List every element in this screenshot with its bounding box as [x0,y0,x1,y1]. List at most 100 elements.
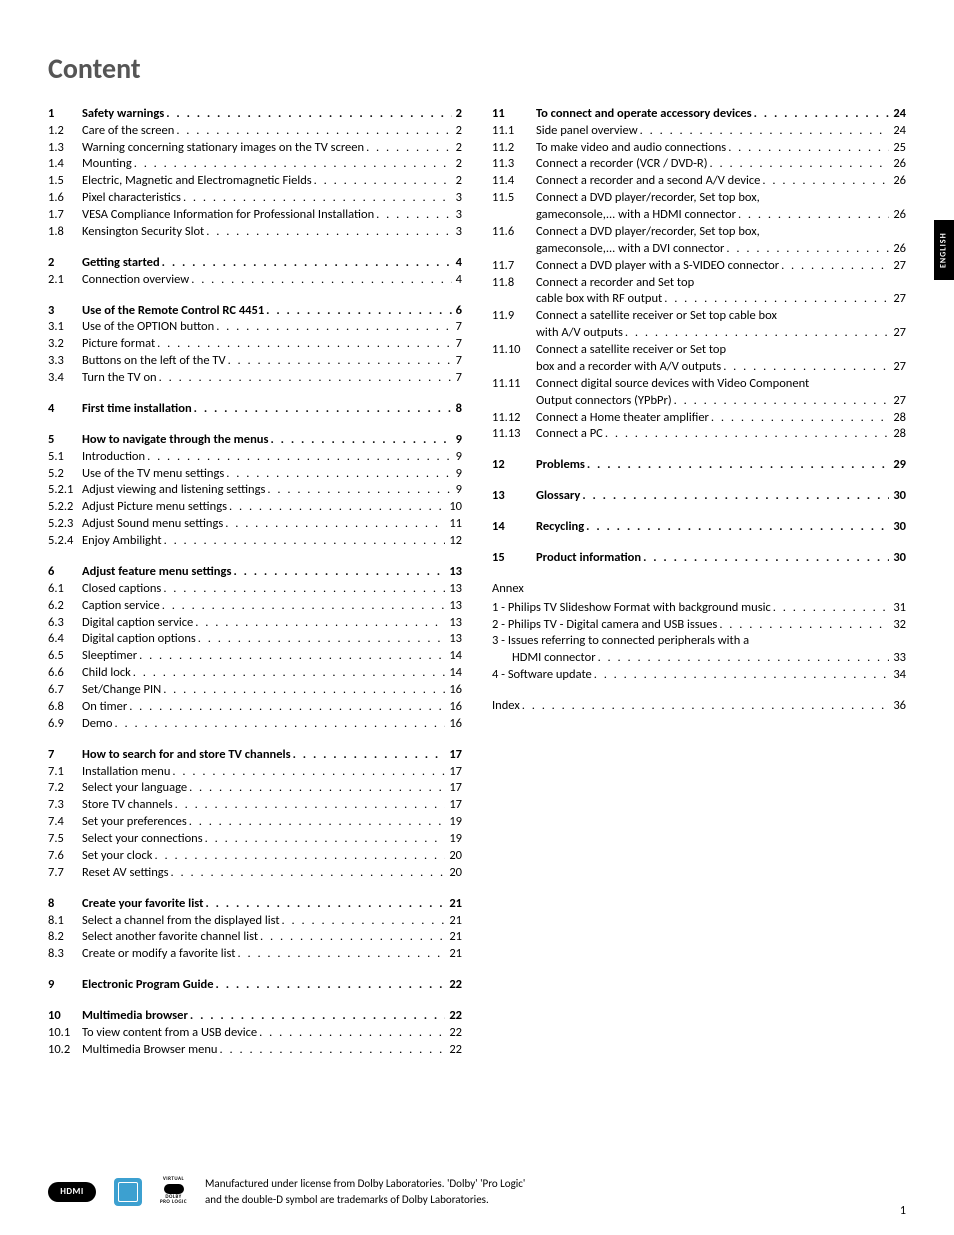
toc-label: Child lock [82,665,133,682]
toc-leader-dots [586,519,889,536]
toc-page: 2 [452,140,462,157]
toc-leader-dots [773,600,890,617]
toc-label: Glossary [536,488,582,505]
toc-label: Connect a recorder and a second A/V devi… [536,173,762,190]
toc-leader-dots [754,106,890,123]
toc-page: 27 [889,393,906,410]
toc-page: 20 [445,865,462,882]
toc-label: Connect a PC [536,426,605,443]
toc-number: 11.11 [492,376,536,393]
toc-page: 2 [452,156,462,173]
toc-page: 2 [452,106,462,123]
toc-number: 6.5 [48,648,82,665]
toc-section: 15Product information30 [492,550,906,567]
toc-label: HDMI connector [492,650,598,667]
toc-page: 6 [452,303,462,320]
toc-number: 7.2 [48,780,82,797]
toc-row: 13Glossary30 [492,488,906,505]
toc-label: Use of the TV menu settings [82,466,226,483]
toc-label: 4 - Software update [492,667,594,684]
toc-row: 5.2.4Enjoy Ambilight12 [48,533,462,550]
toc-number: 7.1 [48,764,82,781]
toc-number: 5.2.4 [48,533,82,550]
toc-label: Electronic Program Guide [82,977,216,994]
toc-label: Select another favorite channel list [82,929,260,946]
toc-leader-dots [147,449,452,466]
toc-leader-dots [195,615,445,632]
toc-row: 11.4Connect a recorder and a second A/V … [492,173,906,190]
toc-number: 11.9 [492,308,536,325]
toc-leader-dots [159,370,452,387]
toc-number: 5.2 [48,466,82,483]
toc-page: 3 [452,224,462,241]
toc-section: 8Create your favorite list218.1Select a … [48,896,462,964]
toc-number: 11.12 [492,410,536,427]
toc-label: Side panel overview [536,123,640,140]
toc-page: 16 [445,682,462,699]
toc-label: Getting started [82,255,162,272]
toc-label: Demo [82,716,115,733]
toc-row: 8.3Create or modify a favorite list21 [48,946,462,963]
toc-leader-dots [139,648,445,665]
toc-label: box and a recorder with A/V outputs [492,359,723,376]
toc-leader-dots [220,1042,446,1059]
toc-page: 14 [445,665,462,682]
annex-title: Annex [492,581,906,598]
toc-row: 5.1Introduction9 [48,449,462,466]
toc-leader-dots [134,156,452,173]
toc-label: Pixel characteristics [82,190,183,207]
toc-row: 6.2Caption service13 [48,598,462,615]
toc-number: 3 [48,303,82,320]
toc-leader-dots [728,140,889,157]
toc-column-right: 11To connect and operate accessory devic… [492,106,906,1073]
toc-leader-dots [176,123,451,140]
toc-page: 2 [452,173,462,190]
toc-leader-dots [171,865,446,882]
toc-page: 2 [452,123,462,140]
toc-row: 7.5Select your connections19 [48,831,462,848]
toc-number: 8.1 [48,913,82,930]
toc-row: 11.3Connect a recorder (VCR / DVD-R)26 [492,156,906,173]
energy-star-logo-icon [114,1178,142,1206]
toc-row: 6.1Closed captions13 [48,581,462,598]
toc-row: 6.7Set/Change PIN16 [48,682,462,699]
toc-leader-dots [314,173,452,190]
toc-number: 11.10 [492,342,536,359]
toc-leader-dots [133,665,446,682]
toc-number: 5.2.2 [48,499,82,516]
toc-section: 3Use of the Remote Control RC 445163.1Us… [48,303,462,387]
toc-page: 20 [445,848,462,865]
toc-label: Reset AV settings [82,865,171,882]
toc-leader-dots [643,550,889,567]
toc-leader-dots [594,667,890,684]
toc-leader-dots [162,255,452,272]
toc-label: Connect a Home theater amplifier [536,410,711,427]
toc-number: 6.7 [48,682,82,699]
toc-label: Problems [536,457,587,474]
toc-page: 14 [445,648,462,665]
toc-leader-dots [157,336,452,353]
toc-number: 15 [492,550,536,567]
language-tab: ENGLISH [934,220,954,280]
toc-leader-dots [237,946,445,963]
toc-number: 1.6 [48,190,82,207]
toc-leader-dots [625,325,889,342]
toc-label: To view content from a USB device [82,1025,259,1042]
toc-label: Adjust feature menu settings [82,564,233,581]
toc-row: 6.8On timer16 [48,699,462,716]
toc-leader-dots [172,764,445,781]
toc-number: 1.4 [48,156,82,173]
toc-leader-dots [726,241,889,258]
toc-label: Sleeptimer [82,648,139,665]
toc-number: 10.2 [48,1042,82,1059]
toc-label: 2 - Philips TV - Digital camera and USB … [492,617,719,634]
toc-page: 7 [452,319,462,336]
toc-leader-dots [260,929,445,946]
toc-number: 13 [492,488,536,505]
toc-page: 17 [445,797,462,814]
toc-leader-dots [293,747,446,764]
toc-label: Closed captions [82,581,163,598]
toc-leader-dots [640,123,890,140]
toc-label: Set your preferences [82,814,189,831]
toc-page: 13 [445,598,462,615]
